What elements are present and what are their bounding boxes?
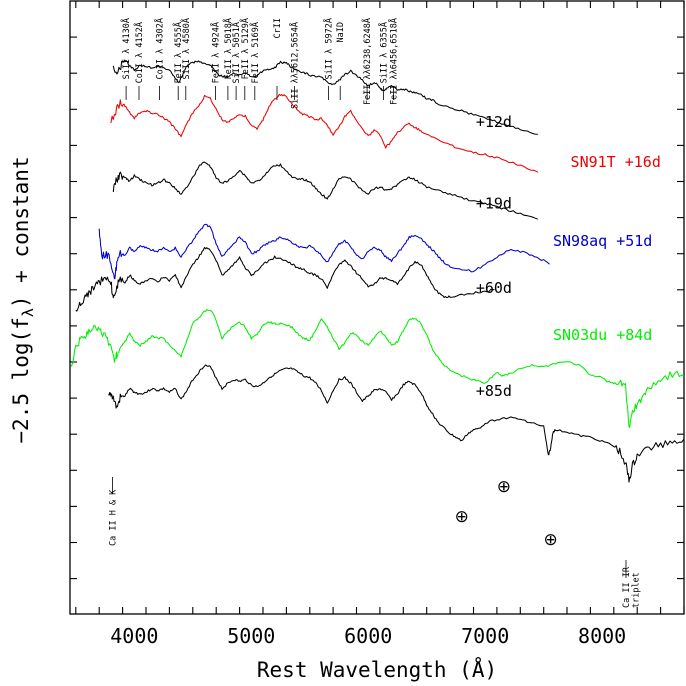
y-axis-title-sub: λ bbox=[19, 308, 37, 317]
series-labels: +12d SN91T +16d +19d SN98aq +51d +60d SN03du … bbox=[476, 113, 661, 400]
y-axis-title-tail: ) + constant bbox=[9, 156, 33, 308]
bottom-id-label: triplet bbox=[631, 572, 641, 608]
spectrum-line bbox=[98, 223, 550, 280]
series-label: SN91T +16d bbox=[571, 153, 661, 171]
line-id-label: SiII λ 6355Å bbox=[377, 22, 389, 83]
line-id-label: SiII λλ5612,5654Å bbox=[289, 22, 301, 109]
series-label: +60d bbox=[476, 279, 512, 297]
series-label: +12d bbox=[476, 113, 512, 131]
spectrum-line bbox=[112, 59, 538, 135]
line-identifications: SiII λ 4130Å CoII λ 4152Å CoII λ 4302Å FeII… bbox=[120, 18, 399, 109]
line-id-label: FeII λλ6238,6248Å bbox=[361, 18, 373, 105]
telluric-symbol: ⊕ bbox=[455, 507, 469, 527]
x-tick-label: 4000 bbox=[110, 624, 158, 648]
x-tick-label: 6000 bbox=[344, 624, 392, 648]
line-id-label: FeII λλ6456,6518Å bbox=[387, 18, 399, 105]
y-axis-title: −2.5 log(fλ) + constant bbox=[9, 156, 37, 443]
y-axis-title-main: −2.5 log(f bbox=[9, 317, 33, 443]
line-id-label: CoII λ 4152Å bbox=[133, 22, 145, 83]
spectrum-line bbox=[70, 309, 685, 429]
line-id-label: NaID bbox=[336, 22, 346, 42]
spectrum-line bbox=[112, 161, 538, 220]
line-id-label: FeII λ 4555Å bbox=[172, 22, 184, 83]
line-id-label: FeII λ 5018Å bbox=[222, 18, 234, 79]
bottom-line-identifications: Ca II H & K Ca II IR triplet bbox=[109, 477, 641, 608]
x-tick-labels: 4000 5000 6000 7000 8000 bbox=[110, 624, 626, 648]
line-id-label: FeII λ 4924Å bbox=[210, 22, 222, 83]
line-id-label: SiII λ 4580Å bbox=[180, 18, 192, 79]
series-label: SN03du +84d bbox=[553, 326, 652, 344]
line-id-label: SiII λ 5972Å bbox=[323, 18, 335, 79]
x-tick-label: 8000 bbox=[578, 624, 626, 648]
x-tick-label: 5000 bbox=[227, 624, 275, 648]
bottom-id-label: Ca II H & K bbox=[109, 489, 119, 546]
telluric-symbol: ⊕ bbox=[497, 477, 511, 497]
plot-frame bbox=[69, 0, 685, 615]
series-label: +19d bbox=[476, 194, 512, 212]
line-id-label: FeII λ 5169Å bbox=[249, 22, 261, 83]
telluric-symbol: ⊕ bbox=[544, 530, 558, 550]
spectrum-line bbox=[110, 93, 539, 173]
bottom-id-label: Ca II IR bbox=[622, 566, 632, 608]
line-id-label: FeII λ 5129Å bbox=[239, 18, 251, 79]
x-tick-label: 7000 bbox=[461, 624, 509, 648]
x-axis-title: Rest Wavelength (Å) bbox=[257, 656, 497, 682]
telluric-markers: ⊕ ⊕ ⊕ bbox=[455, 477, 558, 550]
series-label: +85d bbox=[476, 382, 512, 400]
series-label: SN98aq +51d bbox=[553, 232, 652, 250]
line-id-label: SiII λ 4130Å bbox=[120, 18, 132, 79]
line-id-label: CoII λ 4302Å bbox=[154, 18, 166, 79]
spectrum-line bbox=[75, 246, 495, 312]
axis-ticks bbox=[70, 1, 685, 614]
spectrum-line bbox=[108, 364, 685, 483]
line-id-label: CrII bbox=[273, 18, 283, 38]
line-id-label: SiII λ 5051Å bbox=[230, 22, 242, 83]
series-layer bbox=[70, 59, 685, 483]
